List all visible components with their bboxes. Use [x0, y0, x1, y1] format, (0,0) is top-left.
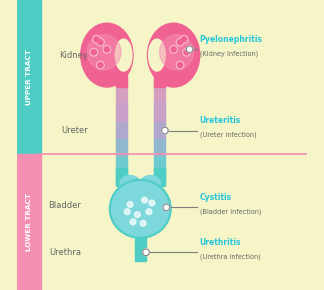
Circle shape — [93, 36, 100, 43]
Text: Ureter: Ureter — [61, 126, 88, 135]
Bar — [154, 122, 165, 139]
Circle shape — [180, 36, 188, 43]
Text: LOWER TRACT: LOWER TRACT — [26, 193, 32, 251]
Circle shape — [97, 61, 104, 69]
Circle shape — [162, 127, 168, 134]
Bar — [40, 154, 307, 290]
Text: Kidney: Kidney — [59, 50, 88, 60]
Text: UPPER TRACT: UPPER TRACT — [26, 49, 32, 105]
Circle shape — [90, 48, 98, 56]
Bar — [154, 102, 165, 122]
Circle shape — [91, 50, 97, 55]
Bar — [116, 102, 127, 122]
Circle shape — [181, 37, 187, 42]
Circle shape — [97, 38, 104, 46]
Circle shape — [176, 61, 184, 69]
Text: (Bladder infection): (Bladder infection) — [200, 209, 261, 215]
Bar — [154, 157, 165, 174]
Ellipse shape — [147, 23, 200, 87]
Bar — [116, 81, 127, 101]
Text: (Urethra infection): (Urethra infection) — [200, 254, 260, 260]
Bar — [116, 122, 127, 139]
Bar — [17, 154, 41, 290]
Circle shape — [103, 46, 111, 53]
Circle shape — [98, 39, 103, 45]
Bar — [116, 174, 127, 183]
Ellipse shape — [140, 175, 161, 193]
Circle shape — [184, 50, 189, 55]
Bar — [154, 75, 165, 87]
Bar — [40, 0, 307, 154]
Ellipse shape — [110, 180, 171, 238]
Ellipse shape — [81, 23, 133, 87]
Circle shape — [130, 219, 136, 225]
Circle shape — [142, 197, 147, 203]
Circle shape — [149, 200, 155, 206]
Circle shape — [134, 212, 140, 218]
Text: Urethra: Urethra — [49, 248, 81, 257]
Circle shape — [178, 39, 183, 45]
Circle shape — [140, 220, 146, 226]
Bar — [116, 157, 127, 174]
Ellipse shape — [159, 35, 193, 70]
Bar — [116, 168, 127, 186]
Circle shape — [143, 249, 149, 256]
Ellipse shape — [115, 39, 132, 71]
Text: Pyelonephritis: Pyelonephritis — [200, 35, 263, 44]
Circle shape — [98, 63, 103, 68]
Ellipse shape — [87, 35, 121, 70]
Circle shape — [170, 46, 177, 53]
Circle shape — [183, 48, 191, 56]
Circle shape — [176, 38, 184, 46]
Text: (Kidney infection): (Kidney infection) — [200, 51, 258, 57]
Bar — [116, 139, 127, 157]
Ellipse shape — [120, 175, 140, 193]
Bar — [135, 236, 146, 261]
Text: Ureteritis: Ureteritis — [200, 116, 241, 125]
Bar — [154, 139, 165, 157]
Circle shape — [94, 37, 99, 42]
Bar — [154, 174, 165, 183]
Circle shape — [163, 204, 170, 211]
Text: (Ureter infection): (Ureter infection) — [200, 132, 256, 138]
Circle shape — [171, 47, 176, 52]
Circle shape — [104, 47, 110, 52]
Bar — [154, 168, 165, 186]
Bar — [154, 81, 165, 101]
Circle shape — [146, 209, 152, 215]
Text: Urethritis: Urethritis — [200, 238, 241, 247]
Ellipse shape — [148, 39, 165, 71]
Circle shape — [124, 209, 130, 215]
Text: Bladder: Bladder — [48, 201, 81, 211]
Text: Cystitis: Cystitis — [200, 193, 232, 202]
Circle shape — [127, 202, 133, 207]
Bar — [17, 0, 41, 154]
Circle shape — [186, 46, 193, 53]
Circle shape — [178, 63, 183, 68]
Bar — [116, 75, 127, 87]
